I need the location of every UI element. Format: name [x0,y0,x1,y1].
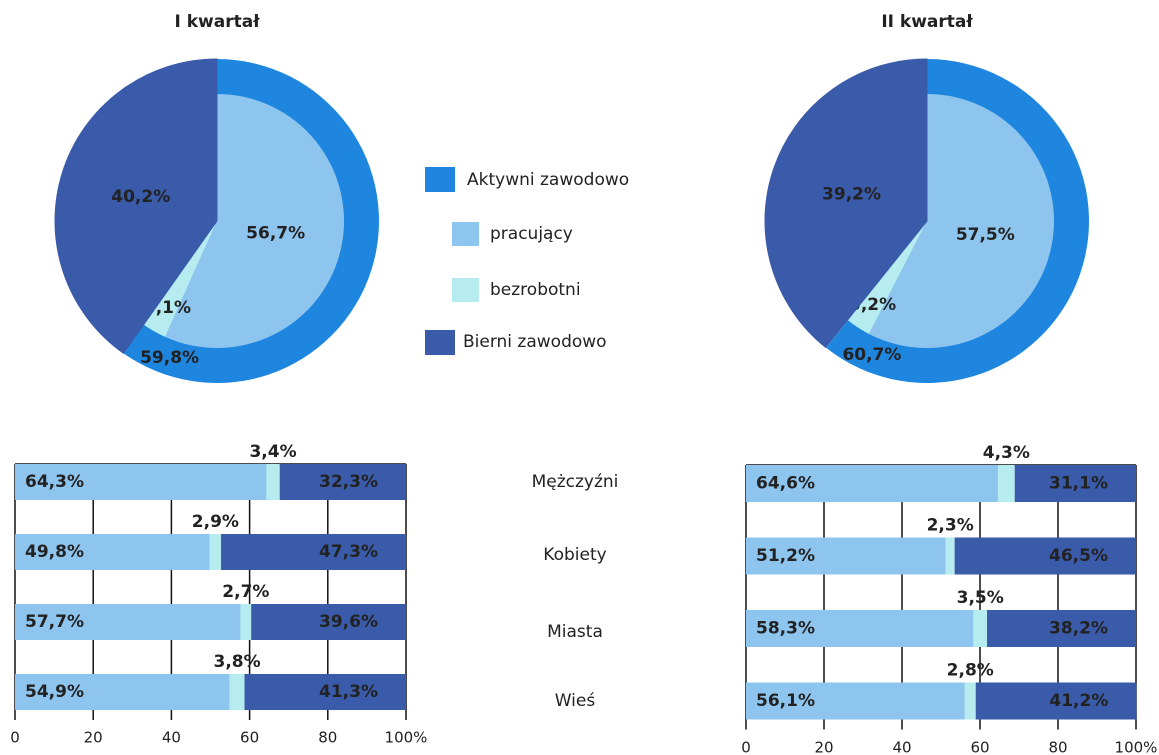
slice-label: 40,2% [111,187,170,207]
x-tick-label: 80 [318,729,337,747]
bar-segment [244,674,406,710]
bar-segment [15,604,241,640]
bar-segment [15,534,210,570]
bar-label: 54,9% [25,682,84,702]
bar-label: 58,3% [756,619,815,639]
bar-label: 2,9% [192,512,239,532]
x-tick-label: 20 [84,729,103,747]
bar-label: 64,6% [756,474,815,494]
bar-segment [975,682,1137,720]
pie-slice [54,58,218,354]
bar-segment [954,537,1136,575]
x-tick-label: 100% [385,729,428,747]
category-label: Kobiety [543,545,606,565]
category-label: Miasta [547,622,603,642]
x-tick-label: 80 [1048,739,1067,755]
legend-swatch [452,278,479,302]
pie-slice [143,221,217,337]
pie-slice [847,221,927,334]
bar-segment [746,537,946,575]
bar-label: 41,2% [1049,691,1108,711]
legend-label: Bierni zawodowo [463,332,607,352]
bar-label: 38,2% [1049,619,1108,639]
bar-label: 49,8% [25,542,84,562]
pie-slice [764,58,928,349]
bar-label: 2,7% [222,582,269,602]
bar-segment [1014,465,1136,502]
bar-label: 32,3% [319,472,378,492]
pie-slice [868,94,1054,348]
bar-label: 41,3% [319,682,378,702]
x-tick-label: 0 [741,739,751,755]
bar-segment [15,674,230,710]
bar-segment [997,465,1015,502]
bar-label: 3,5% [957,588,1004,608]
category-label: Wieś [555,691,596,711]
x-tick-label: 60 [970,739,989,755]
bar-segment [251,604,406,640]
legend: Aktywni zawodowo pracujący bezrobotni Bi… [425,167,629,355]
bar-segment [279,464,406,500]
bar-segment [266,464,280,500]
bar-segment [15,464,267,500]
x-tick-label: 20 [814,739,833,755]
bar-label: 57,7% [25,612,84,632]
legend-swatch [425,167,455,192]
bar-segment [746,682,965,720]
bar-segment [746,610,974,647]
legend-label: Aktywni zawodowo [467,170,629,190]
bar-segment [987,610,1136,647]
bar-label: 51,2% [756,546,815,566]
bar-label: 31,1% [1049,474,1108,494]
bar-label: 3,8% [214,652,261,672]
category-label: Mężczyźni [532,472,619,492]
pie-slice [165,94,344,348]
bar-segment [964,682,976,720]
bar-segment [746,465,998,502]
bar-label: 47,3% [319,542,378,562]
bar-label: 64,3% [25,472,84,492]
bar-segment [240,604,252,640]
ring-label: 59,8% [140,348,199,368]
bar-label: 46,5% [1049,546,1108,566]
chart-title: I kwartał [174,12,260,32]
bar-label: 56,1% [756,691,815,711]
slice-label: 57,5% [956,225,1015,245]
legend-swatch [425,330,455,355]
x-tick-label: 100% [1115,739,1158,755]
bar-label: 39,6% [319,612,378,632]
legend-swatch [452,222,479,246]
bar-segment [973,610,988,647]
chart-title: II kwartał [881,12,973,32]
ring-label: 60,7% [842,345,901,365]
bar-label: 3,4% [249,442,296,462]
bar-segment [209,534,222,570]
legend-label: pracujący [490,224,573,244]
bar-label: 2,3% [927,516,974,536]
bar-segment [945,537,955,575]
bar-segment [221,534,406,570]
legend-label: bezrobotni [490,280,581,300]
bar-label: 4,3% [983,443,1030,463]
bar-label: 2,8% [947,661,994,681]
x-tick-label: 0 [10,729,20,747]
x-tick-label: 40 [162,729,181,747]
slice-label: 56,7% [246,224,305,244]
bar-segment [229,674,245,710]
x-tick-label: 40 [892,739,911,755]
slice-label: 39,2% [822,184,881,204]
x-tick-label: 60 [240,729,259,747]
